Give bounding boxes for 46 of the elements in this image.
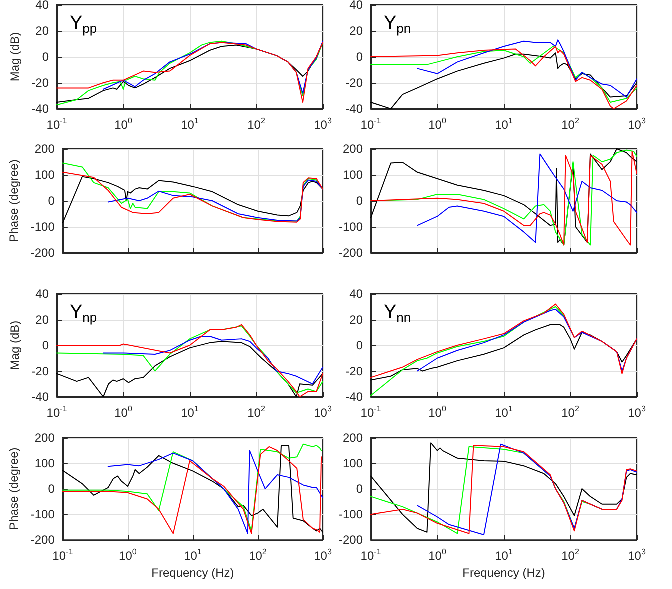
y-tick-label: 200 [342,431,364,445]
y-tick-label: 20 [36,24,50,38]
y-tick-label: -100 [30,508,56,522]
y-tick-label: 40 [350,0,364,12]
y-tick-label: 100 [342,456,364,471]
y-tick-label: -40 [346,102,364,116]
x-axis-title: Frequency (Hz) [462,566,546,580]
y-axis-title: Phase (degree) [7,160,21,242]
y-tick-label: -20 [32,76,50,90]
y-tick-label: -100 [338,508,364,522]
y-tick-label: 20 [350,24,364,38]
y-tick-label: -100 [338,220,364,234]
y-tick-label: 0 [356,482,364,496]
y-tick-label: 20 [36,312,50,327]
y-tick-label: 100 [34,456,56,471]
y-tick-label: -200 [30,246,56,260]
y-tick-label: 200 [34,431,56,445]
y-tick-label: 0 [48,482,56,496]
y-tick-label: 0 [42,338,50,352]
y-tick-label: -40 [346,390,364,404]
y-tick-label: -20 [346,76,364,90]
y-tick-label: -40 [32,390,50,404]
y-tick-label: -200 [338,533,364,548]
y-axis-title: Mag (dB) [8,320,22,370]
y-tick-label: 40 [36,287,50,301]
y-tick-label: 100 [34,168,56,182]
y-axis-title: Mag (dB) [8,32,22,82]
y-tick-label: 40 [36,0,50,12]
y-tick-label: 0 [356,50,364,64]
y-tick-label: 0 [48,194,56,208]
x-axis-title: Frequency (Hz) [152,566,234,580]
y-tick-label: -100 [30,220,56,234]
y-tick-label: 0 [356,194,364,208]
y-tick-label: 0 [42,50,50,64]
y-tick-label: -20 [346,364,364,378]
y-tick-label: 20 [350,312,364,327]
y-tick-label: -200 [338,246,364,260]
y-tick-label: 200 [34,142,56,156]
y-tick-label: -40 [32,102,50,116]
y-tick-label: 200 [342,142,364,156]
y-tick-label: -200 [30,533,56,548]
y-tick-label: 0 [356,338,364,352]
y-axis-title: Phase (degree) [7,448,21,530]
y-tick-label: 100 [342,168,364,182]
y-tick-label: 40 [350,287,364,301]
y-tick-label: -20 [32,364,50,378]
